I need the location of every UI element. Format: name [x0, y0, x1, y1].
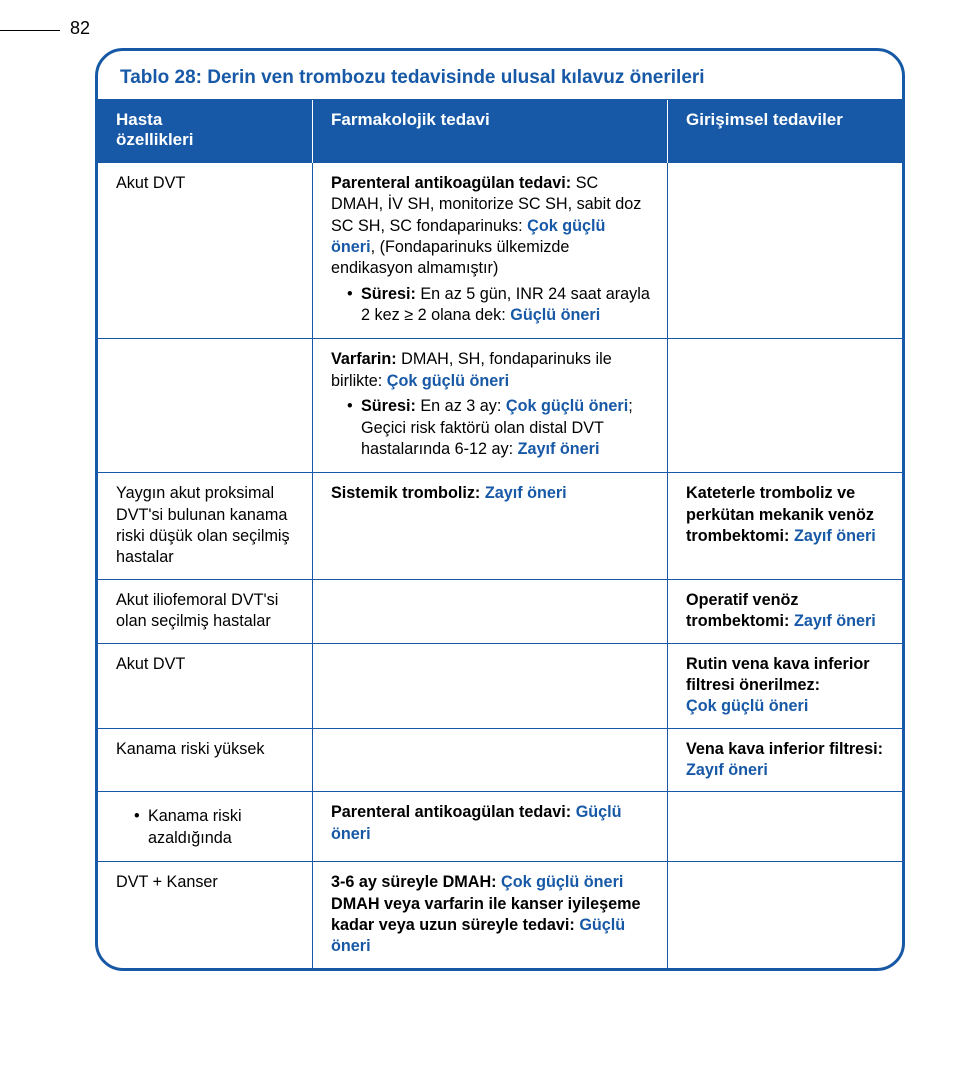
- txt: Zayıf öneri: [686, 761, 768, 779]
- header-col2: Farmakolojik tedavi: [313, 100, 668, 163]
- cell-r1c1: Akut DVT: [98, 163, 313, 339]
- table-header: Hasta özellikleri Farmakolojik tedavi Gi…: [98, 100, 902, 163]
- txt: Rutin vena kava inferior filtresi öneril…: [686, 655, 870, 694]
- table-row: Kanama riski azaldığında Parenteral anti…: [98, 791, 902, 861]
- cell-r3c2: Sistemik tromboliz: Zayıf öneri: [313, 473, 668, 579]
- page-number-rule: [0, 30, 60, 31]
- txt: En az 3 ay:: [416, 397, 506, 415]
- cell-r3c3: Kateterle tromboliz ve perkütan mekanik …: [668, 473, 902, 579]
- cell-r2c3: [668, 339, 902, 472]
- page-number-block: 82: [95, 18, 905, 46]
- cell-r6c1: Kanama riski yüksek: [98, 729, 313, 792]
- cell-r8c3: [668, 862, 902, 968]
- table-row: Akut DVT Parenteral antikoagülan tedavi:…: [98, 163, 902, 339]
- txt: Çok güçlü öneri: [387, 372, 509, 390]
- header-col1: Hasta özellikleri: [98, 100, 313, 163]
- header-col3: Girişimsel tedaviler: [668, 100, 902, 163]
- table-body: Akut DVT Parenteral antikoagülan tedavi:…: [98, 163, 902, 968]
- txt: Parenteral antikoagülan tedavi:: [331, 803, 576, 821]
- table-row: Varfarin: DMAH, SH, fondaparinuks ile bi…: [98, 338, 902, 472]
- table-title: Tablo 28: Derin ven trombozu tedavisinde…: [120, 67, 705, 88]
- table-row: Akut iliofemoral DVT'si olan seçilmiş ha…: [98, 579, 902, 643]
- txt: Süresi:: [361, 397, 416, 415]
- txt: Çok güçlü öneri: [686, 697, 808, 715]
- page-number: 82: [70, 18, 90, 39]
- cell-r6c2: [313, 729, 668, 792]
- txt: Vena kava inferior filtresi:: [686, 740, 883, 758]
- cell-r1c2: Parenteral antikoagülan tedavi: SC DMAH,…: [313, 163, 668, 339]
- table-row: Akut DVT Rutin vena kava inferior filtre…: [98, 643, 902, 728]
- txt: Zayıf öneri: [794, 527, 876, 545]
- cell-r7c2: Parenteral antikoagülan tedavi: Güçlü ön…: [313, 792, 668, 861]
- cell-r4c2: [313, 580, 668, 643]
- cell-r2c1: [98, 339, 313, 472]
- table-title-row: Tablo 28: Derin ven trombozu tedavisinde…: [98, 51, 902, 99]
- cell-r4c1: Akut iliofemoral DVT'si olan seçilmiş ha…: [98, 580, 313, 643]
- list-item: Süresi: En az 5 gün, INR 24 saat arayla …: [347, 284, 653, 327]
- table-row: DVT + Kanser 3-6 ay süreyle DMAH: Çok gü…: [98, 861, 902, 968]
- header-col1-l2: özellikleri: [116, 130, 193, 149]
- txt: Zayıf öneri: [485, 484, 567, 502]
- txt: Zayıf öneri: [518, 440, 600, 458]
- txt: Varfarin:: [331, 350, 397, 368]
- cell-r1c3: [668, 163, 902, 339]
- txt: Güçlü öneri: [510, 306, 600, 324]
- cell-r6c3: Vena kava inferior filtresi: Zayıf öneri: [668, 729, 902, 792]
- txt: Operatif venöz trombektomi:: [686, 591, 798, 630]
- table-card: Tablo 28: Derin ven trombozu tedavisinde…: [95, 48, 905, 971]
- cell-r8c2: 3-6 ay süreyle DMAH: Çok güçlü öneri DMA…: [313, 862, 668, 968]
- list-item: Kanama riski azaldığında: [134, 806, 298, 849]
- txt: Çok güçlü öneri: [501, 873, 623, 891]
- txt: 3-6 ay süreyle DMAH:: [331, 873, 501, 891]
- cell-r7c3: [668, 792, 902, 861]
- cell-r5c3: Rutin vena kava inferior filtresi öneril…: [668, 644, 902, 728]
- txt: Zayıf öneri: [794, 612, 876, 630]
- header-col1-l1: Hasta: [116, 110, 162, 129]
- cell-r7c1: Kanama riski azaldığında: [98, 792, 313, 861]
- txt: Parenteral antikoagülan tedavi:: [331, 174, 571, 192]
- table-row: Kanama riski yüksek Vena kava inferior f…: [98, 728, 902, 792]
- table-row: Yaygın akut proksimal DVT'si bulunan kan…: [98, 472, 902, 579]
- txt: Süresi:: [361, 285, 416, 303]
- list-item: Süresi: En az 3 ay: Çok güçlü öneri; Geç…: [347, 396, 653, 460]
- txt: Sistemik tromboliz:: [331, 484, 485, 502]
- cell-r2c2: Varfarin: DMAH, SH, fondaparinuks ile bi…: [313, 339, 668, 472]
- cell-r5c1: Akut DVT: [98, 644, 313, 728]
- txt: Çok güçlü öneri: [506, 397, 628, 415]
- cell-r4c3: Operatif venöz trombektomi: Zayıf öneri: [668, 580, 902, 643]
- cell-r5c2: [313, 644, 668, 728]
- cell-r3c1: Yaygın akut proksimal DVT'si bulunan kan…: [98, 473, 313, 579]
- cell-r8c1: DVT + Kanser: [98, 862, 313, 968]
